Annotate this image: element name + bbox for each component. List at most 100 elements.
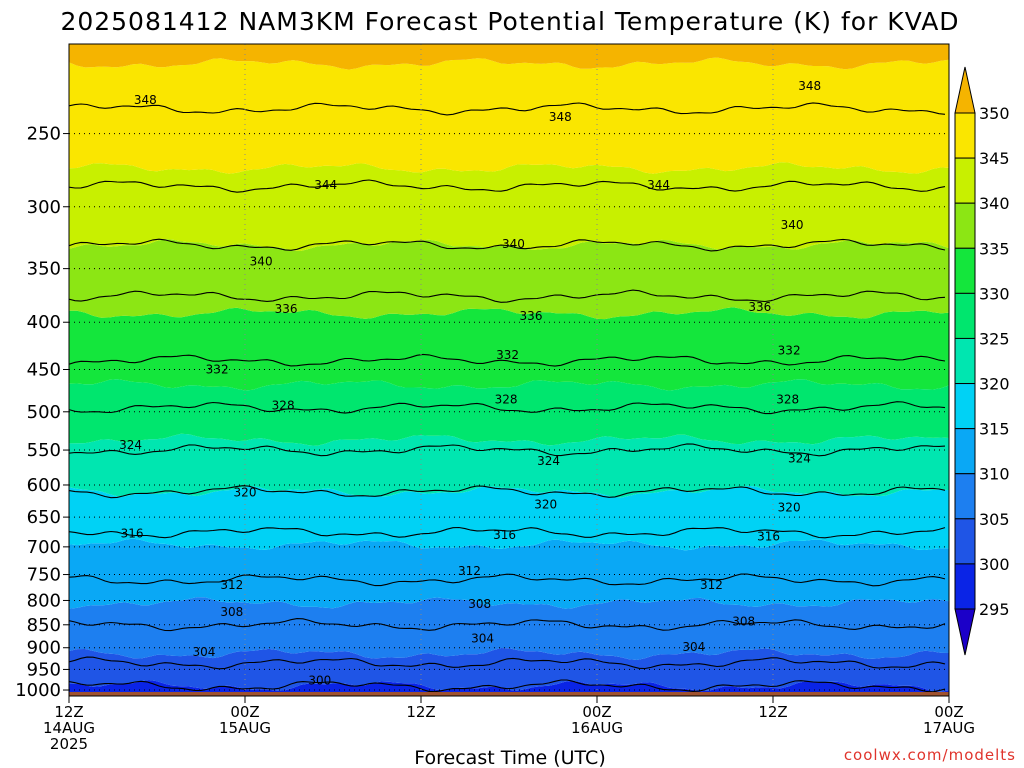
contour-label-328: 328	[272, 398, 295, 412]
y-tick-label: 250	[27, 124, 61, 145]
colorbar-segment	[954, 112, 976, 159]
contour-label-312: 312	[220, 578, 243, 592]
band-325-330	[69, 379, 949, 446]
contour-label-304: 304	[471, 632, 494, 646]
contour-332	[69, 353, 946, 367]
contour-label-320: 320	[778, 501, 801, 515]
contour-label-332: 332	[778, 343, 801, 357]
contour-324	[69, 443, 946, 457]
band-below-295	[69, 701, 949, 719]
contour-label-320: 320	[534, 498, 557, 512]
credit-text: coolwx.com/modelts	[844, 746, 1016, 764]
contour-label-312: 312	[700, 578, 723, 592]
contour-312	[69, 573, 946, 587]
contour-320	[69, 485, 946, 499]
contour-lines	[69, 102, 946, 693]
y-tick-label: 400	[27, 312, 61, 333]
y-tick-label: 600	[27, 475, 61, 496]
colorbar-segment	[954, 337, 976, 385]
band-335-340	[69, 239, 949, 320]
contour-label-316: 316	[757, 529, 780, 543]
colorbar-segment	[954, 157, 976, 204]
contour-label-348: 348	[134, 93, 157, 107]
contour-label-312: 312	[458, 564, 481, 578]
band-310-315	[69, 538, 949, 609]
contour-label-348: 348	[549, 110, 572, 124]
y-tick-label: 900	[27, 638, 61, 659]
colorbar-tick-label: 320	[979, 375, 1010, 394]
contour-label-328: 328	[776, 393, 799, 407]
contour-label-300: 300	[308, 674, 331, 688]
contour-label-308: 308	[220, 605, 243, 619]
x-tick-label: 12Z 14AUG 2025	[43, 703, 95, 753]
contour-label-308: 308	[468, 597, 491, 611]
colorbar-top-arrow	[954, 66, 976, 114]
colorbar-segment	[954, 247, 976, 294]
colorbar-segment	[954, 473, 976, 520]
contour-316	[69, 526, 946, 539]
contour-label-324: 324	[788, 452, 811, 466]
colorbar-tick-label: 295	[979, 600, 1010, 619]
y-tick-label: 650	[27, 507, 61, 528]
colorbar-tick-label: 310	[979, 465, 1010, 484]
contour-348	[69, 102, 946, 116]
contour-label-348: 348	[798, 79, 821, 93]
x-tick-label: 12Z	[406, 703, 435, 721]
y-tick-label: 350	[27, 259, 61, 280]
contour-label-340: 340	[502, 237, 525, 251]
y-tick-label: 300	[27, 197, 61, 218]
x-tick-label: 00Z 17AUG	[923, 703, 975, 737]
band-315-320	[69, 485, 949, 551]
contour-344	[69, 179, 946, 193]
contour-304	[69, 656, 946, 670]
contour-300	[69, 679, 946, 693]
contour-340	[69, 238, 946, 252]
contour-328	[69, 401, 946, 415]
y-tick-label: 750	[27, 565, 61, 586]
contour-label-344: 344	[314, 178, 337, 192]
x-axis-label: Forecast Time (UTC)	[414, 747, 605, 768]
band-300-305	[69, 648, 949, 692]
colorbar-tick-label: 325	[979, 329, 1010, 348]
y-tick-label: 450	[27, 360, 61, 381]
colorbar-segment	[954, 292, 976, 339]
contour-label-336: 336	[520, 309, 543, 323]
colorbar-tick-label: 340	[979, 194, 1010, 213]
contour-label-344: 344	[647, 178, 670, 192]
y-tick-label: 700	[27, 537, 61, 558]
temperature-bands	[69, 44, 949, 719]
colorbar-tick-label: 350	[979, 104, 1010, 123]
x-tick-label: 00Z 15AUG	[219, 703, 271, 737]
colorbar-tick-label: 345	[979, 149, 1010, 168]
contour-label-340: 340	[250, 255, 273, 269]
contour-label-336: 336	[275, 302, 298, 316]
band-305-310	[69, 597, 949, 660]
contour-label-340: 340	[781, 218, 804, 232]
x-tick-label: 12Z	[758, 703, 787, 721]
y-tick-label: 500	[27, 402, 61, 423]
colorbar-tick-label: 330	[979, 284, 1010, 303]
y-tick-label: 950	[27, 659, 61, 680]
pressure-axis: 2503003504004505005506006507007508008509…	[15, 124, 69, 701]
y-tick-label: 1000	[15, 680, 61, 701]
contour-308	[69, 618, 946, 632]
band-350-above	[69, 44, 949, 70]
colorbar-bottom-arrow	[954, 608, 976, 656]
colorbar-segment	[954, 563, 976, 610]
band-345-350	[69, 57, 949, 174]
colorbar: 350 345 340 335 330 325 320 315 310 305 300 295	[954, 66, 1010, 656]
contour-label-328: 328	[495, 393, 518, 407]
terrain-strip	[69, 692, 949, 696]
contour-label-336: 336	[748, 300, 771, 314]
contour-label-332: 332	[206, 363, 229, 377]
gridlines	[69, 44, 949, 696]
contour-336	[69, 289, 946, 303]
contour-labels: 348 348 348 344 344 340 340 340 336 336 336 332 332 3…	[119, 79, 821, 688]
chart-title: 2025081412 NAM3KM Forecast Potential Tem…	[60, 7, 959, 36]
colorbar-tick-label: 305	[979, 510, 1010, 529]
colorbar-tick-label: 300	[979, 555, 1010, 574]
y-tick-label: 550	[27, 440, 61, 461]
time-axis: 12Z 14AUG 2025 00Z 15AUG 12Z 00Z 16AUG 12Z 00Z 17A…	[43, 696, 975, 753]
contour-label-304: 304	[682, 640, 705, 654]
